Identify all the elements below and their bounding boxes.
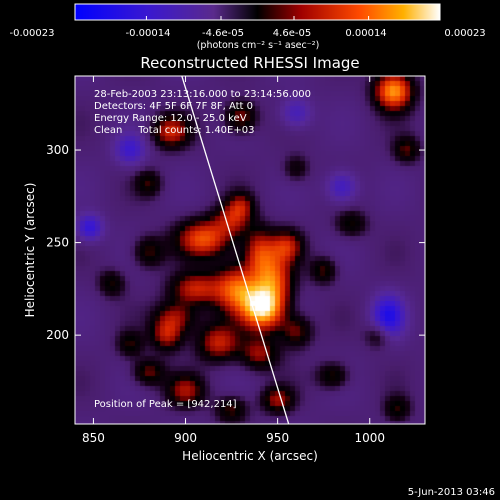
plot-area <box>75 76 425 424</box>
colorbar-tick-5: 0.00023 <box>444 28 485 39</box>
y-tick-label-2: 300 <box>46 143 69 157</box>
peak-position-label: Position of Peak = [942,214] <box>94 399 237 410</box>
annotation-time: 28-Feb-2003 23:13:16.000 to 23:14:56.000 <box>94 89 311 100</box>
x-tick-label-1: 900 <box>174 431 197 445</box>
x-axis-label: Heliocentric X (arcsec) <box>182 449 318 463</box>
y-tick-label-1: 250 <box>46 236 69 250</box>
colorbar <box>74 3 441 21</box>
colorbar-ticks <box>74 16 441 20</box>
annotation-clean: Clean Total counts: 1.40E+03 <box>94 125 254 136</box>
colorbar-units: (photons cm⁻² s⁻¹ asec⁻²) <box>197 40 320 51</box>
y-axis-label: Heliocentric Y (arcsec) <box>23 183 37 318</box>
colorbar-tick-0: -0.00023 <box>10 28 55 39</box>
y-axis: 200 250 300 <box>46 143 425 342</box>
x-tick-label-3: 1000 <box>354 431 385 445</box>
footer-date: 5-Jun-2013 03:46 <box>408 487 495 498</box>
chart-title: Reconstructed RHESSI Image <box>140 54 359 72</box>
colorbar-tick-4: 0.00014 <box>345 28 386 39</box>
heatmap-canvas <box>75 76 425 424</box>
colorbar-tick-3: 4.6e-05 <box>273 28 311 39</box>
x-tick-label-2: 950 <box>266 431 289 445</box>
plot-frame <box>74 75 426 425</box>
colorbar-tick-2: -4.6e-05 <box>202 28 244 39</box>
colorbar-tick-1: -0.00014 <box>126 28 171 39</box>
x-axis: 850 900 950 1000 <box>82 76 385 445</box>
annotation-energy: Energy Range: 12.0 - 25.0 keV <box>94 113 247 124</box>
solar-limb-line <box>181 76 290 424</box>
annotation-detectors: Detectors: 4F 5F 6F 7F 8F, Att 0 <box>94 101 253 112</box>
x-tick-label-0: 850 <box>82 431 105 445</box>
y-tick-label-0: 200 <box>46 328 69 342</box>
